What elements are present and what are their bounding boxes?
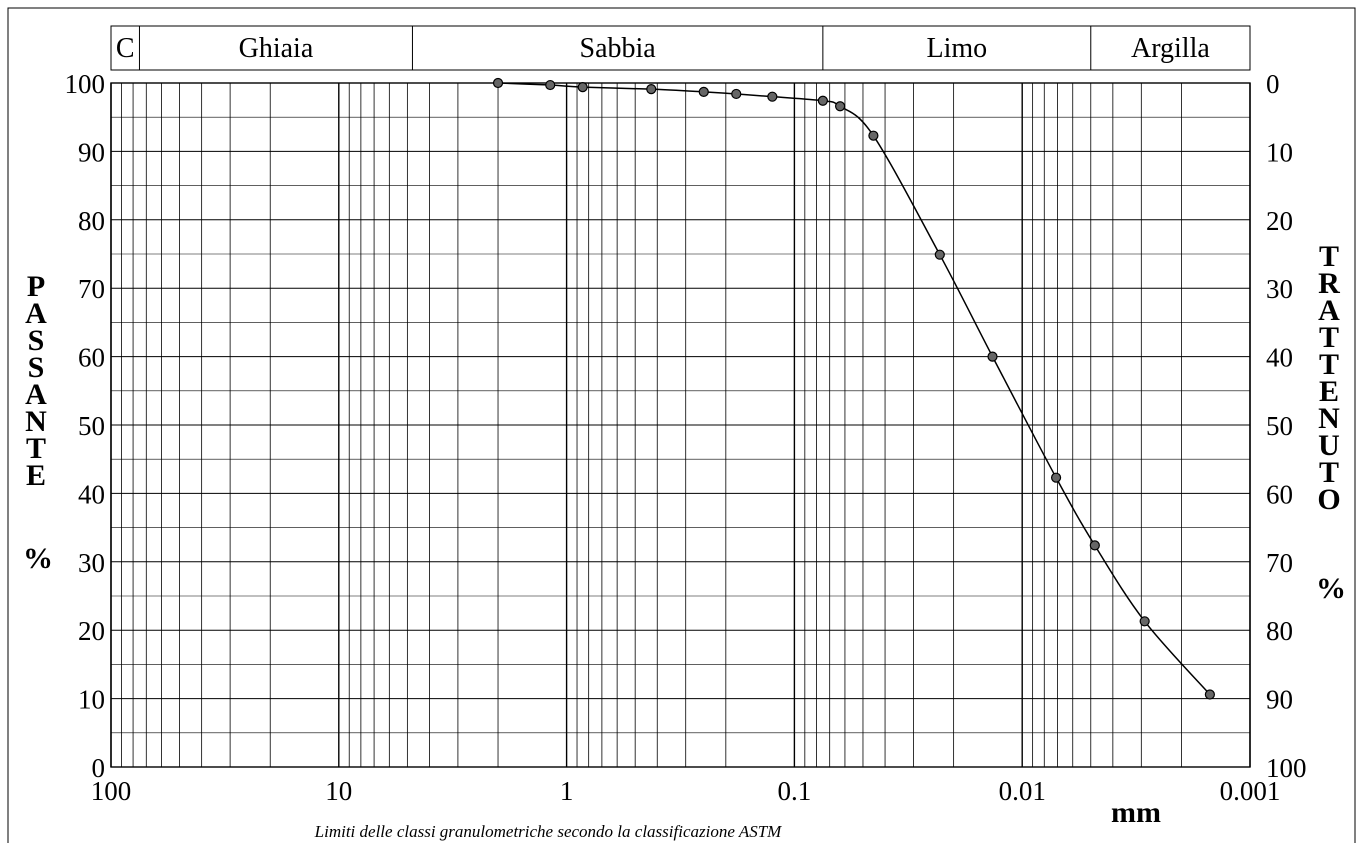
data-point [934, 249, 945, 260]
left-axis-label-letter: A [25, 297, 47, 330]
y-tick-label: 70 [78, 274, 105, 304]
left-axis-label-letter: E [26, 459, 46, 492]
x-tick-label: 0.01 [999, 776, 1046, 806]
data-point [1089, 540, 1100, 551]
y2-tick-label: 40 [1266, 343, 1293, 373]
y-tick-label: 30 [78, 548, 105, 578]
data-point [868, 130, 879, 141]
y2-tick-label: 60 [1266, 479, 1293, 509]
right-axis-label-letter: E [1319, 375, 1339, 408]
class-label: C [116, 33, 135, 64]
data-point [1204, 689, 1215, 700]
data-point [577, 82, 588, 93]
class-label: Ghiaia [239, 33, 314, 64]
y2-tick-label: 20 [1266, 206, 1293, 236]
y2-tick-label: 100 [1266, 753, 1307, 783]
y-tick-label: 80 [78, 206, 105, 236]
y-tick-label: 100 [65, 69, 106, 99]
right-axis-label-letter: O [1317, 483, 1340, 516]
outer-frame [7, 7, 1356, 843]
y-tick-label: 20 [78, 616, 105, 646]
y2-tick-label: 90 [1266, 685, 1293, 715]
caption: Limiti delle classi granulometriche seco… [314, 822, 783, 841]
class-label: Sabbia [580, 33, 657, 64]
y-tick-label: 10 [78, 685, 105, 715]
data-point [731, 88, 742, 100]
data-point [817, 95, 828, 106]
y2-tick-label: 10 [1266, 137, 1293, 167]
y-tick-label: 50 [78, 411, 105, 441]
y-tick-label: 60 [78, 343, 105, 373]
right-axis-label-unit: % [1316, 572, 1346, 605]
right-axis-label-letter: T [1319, 348, 1339, 381]
y-tick-label: 90 [78, 137, 105, 167]
data-point [698, 86, 709, 97]
data-point [835, 101, 846, 112]
data-point [646, 84, 657, 95]
right-axis-label-letter: T [1319, 240, 1339, 273]
left-axis-label-letter: S [28, 351, 45, 384]
data-point [492, 77, 504, 89]
plot-border [110, 82, 1251, 768]
y2-tick-label: 50 [1266, 411, 1293, 441]
left-axis-label-letter: T [26, 432, 46, 465]
data-point [767, 91, 778, 102]
data-point [1139, 616, 1150, 627]
left-axis-label-letter: A [25, 378, 47, 411]
x-tick-label: 0.001 [1220, 776, 1281, 806]
x-tick-label: 100 [91, 776, 132, 806]
right-axis-label-letter: N [1318, 402, 1340, 435]
class-label: Limo [926, 33, 987, 64]
left-axis-label-letter: P [27, 270, 45, 303]
y2-tick-label: 0 [1266, 69, 1280, 99]
grading-curve [497, 82, 1211, 695]
y2-tick-label: 70 [1266, 548, 1293, 578]
x-tick-label: 0.1 [778, 776, 812, 806]
left-axis-label-letter: N [25, 405, 47, 438]
y2-tick-label: 30 [1266, 274, 1293, 304]
right-axis-label-letter: R [1318, 267, 1340, 300]
y2-tick-label: 80 [1266, 616, 1293, 646]
x-axis-label: mm [1111, 796, 1161, 829]
y-tick-label: 40 [78, 479, 105, 509]
x-tick-label: 10 [325, 776, 352, 806]
right-axis-label-letter: T [1319, 321, 1339, 354]
left-axis-label-unit: % [23, 542, 53, 575]
class-label: Argilla [1131, 33, 1210, 64]
data-point [1050, 472, 1062, 483]
y-tick-label: 0 [92, 753, 106, 783]
data-point [987, 351, 998, 362]
x-tick-label: 1 [560, 776, 574, 806]
left-axis-label-letter: S [28, 324, 45, 357]
class-band [110, 25, 1251, 71]
data-point [545, 79, 556, 91]
right-axis-label-letter: T [1319, 456, 1339, 489]
right-axis-label-letter: A [1318, 294, 1340, 327]
right-axis-label-letter: U [1318, 429, 1340, 462]
